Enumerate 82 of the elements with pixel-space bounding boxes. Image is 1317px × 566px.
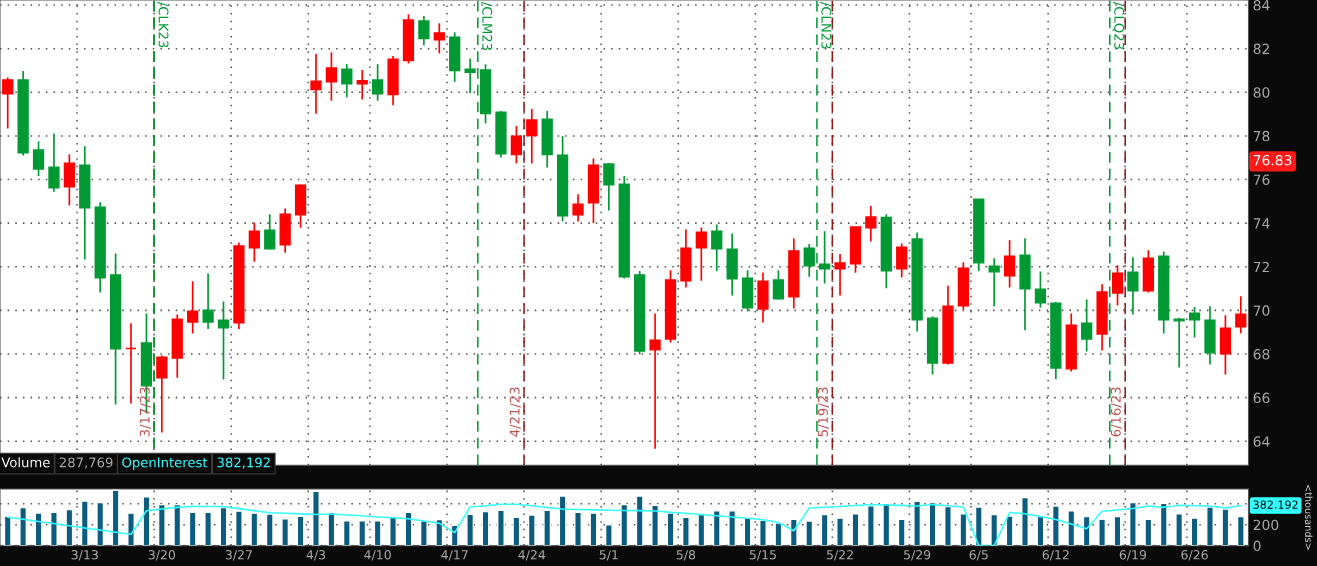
annotation: 382,192	[217, 457, 270, 469]
y-tick-label: 78	[1253, 130, 1270, 142]
y-axis-title: <thousands>	[1305, 484, 1313, 550]
y-tick-label: 0	[1253, 540, 1261, 552]
x-tick-label: 4/17	[441, 550, 468, 561]
annotation: 3/17/23	[139, 387, 151, 437]
candlestick	[1111, 264, 1124, 307]
y-tick-label: 64	[1253, 436, 1270, 447]
x-tick-label: 4/3	[306, 550, 326, 561]
x-tick-label: 6/19	[1119, 550, 1147, 561]
annotation: /CLQ23	[1112, 1, 1125, 49]
text: 382.192	[1253, 500, 1298, 509]
candlestick	[695, 226, 707, 282]
candlestick	[649, 312, 661, 450]
y-tick-label: 72	[1253, 261, 1269, 273]
y-tick-label: 200	[1253, 519, 1279, 531]
candlestick	[325, 51, 338, 102]
candlestick	[356, 69, 368, 101]
x-tick-label: 5/22	[826, 550, 853, 561]
line-series	[6, 503, 1242, 546]
x-tick-label: 5/15	[749, 550, 776, 561]
candlestick	[248, 221, 260, 263]
candlestick	[63, 153, 75, 207]
candlestick	[264, 213, 276, 251]
candlestick	[1127, 256, 1139, 316]
x-tick-label: 6/26	[1181, 550, 1208, 561]
annotation: /CLK23	[157, 1, 169, 48]
y-tick-label: 82	[1253, 43, 1269, 55]
candlestick	[202, 272, 214, 330]
candlestick	[187, 280, 199, 335]
candlestick	[2, 76, 14, 130]
candlestick	[1173, 316, 1185, 369]
candlestick	[310, 53, 322, 115]
y-tick-label: 76	[1253, 174, 1270, 185]
text: OpenInterest	[122, 457, 208, 470]
candlestick	[510, 125, 522, 165]
y-tick-label: 70	[1253, 305, 1270, 316]
candlestick	[433, 22, 445, 55]
text: Volume	[1, 457, 50, 468]
candlestick	[711, 223, 723, 272]
candlestick	[1081, 298, 1093, 353]
annotation: 5/19/23	[817, 387, 829, 437]
x-tick-label: 5/8	[676, 550, 696, 561]
x-tick-label: 4/24	[518, 550, 546, 561]
candlestick	[988, 257, 1000, 308]
annotation: 4/21/23	[509, 387, 521, 437]
candlestick	[32, 140, 45, 177]
annotation: /CLN23	[820, 1, 832, 49]
candlestick	[526, 108, 538, 165]
x-tick-label: 5/1	[599, 550, 618, 561]
x-tick-label: 5/29	[904, 550, 931, 561]
y-tick-label: 80	[1253, 87, 1270, 98]
candlestick	[1235, 295, 1247, 335]
candlestick	[603, 162, 615, 212]
candlestick	[772, 269, 785, 301]
candlestick	[1003, 239, 1016, 289]
candlestick	[372, 63, 384, 102]
y-tick-label: 84	[1253, 0, 1270, 11]
candlestick	[418, 15, 430, 47]
candlestick	[865, 205, 877, 243]
x-tick-label: 3/27	[225, 550, 252, 561]
x-tick-label: 3/13	[71, 550, 98, 561]
y-tick-label: 74	[1253, 218, 1270, 229]
candlestick	[217, 300, 230, 381]
x-tick-label: 6/5	[969, 550, 988, 561]
candlestick	[572, 193, 584, 223]
y-tick-label: 66	[1253, 392, 1270, 404]
text: 76.83	[1253, 154, 1292, 166]
candlestick	[834, 253, 846, 297]
candlestick	[896, 242, 908, 279]
candlestick	[125, 322, 137, 405]
annotation: 287,769	[59, 457, 113, 469]
annotation: /CLM23	[481, 1, 493, 50]
candlestick	[1034, 270, 1047, 309]
candlestick	[341, 63, 353, 99]
candlestick	[156, 354, 168, 434]
x-tick-label: 3/20	[148, 550, 176, 561]
annotation: 6/16/23	[1110, 387, 1122, 437]
x-tick-label: 6/12	[1042, 550, 1069, 561]
candlestick	[48, 132, 60, 193]
x-tick-label: 4/10	[364, 550, 391, 561]
y-tick-label: 68	[1253, 348, 1270, 360]
